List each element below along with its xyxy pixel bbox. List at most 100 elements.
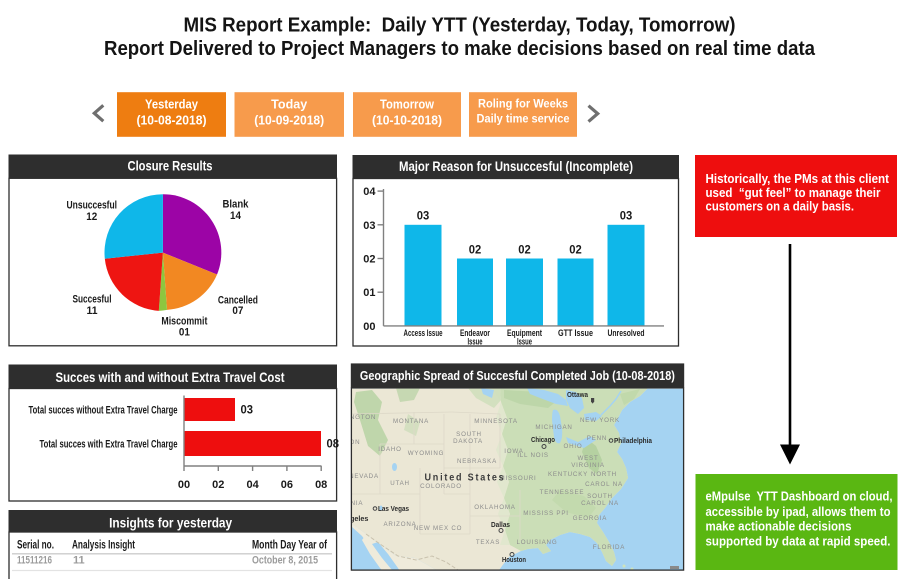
svg-text:02: 02 (518, 242, 531, 256)
svg-text:Succesful: Succesful (73, 294, 112, 306)
svg-text:MIS Report Example: Daily YTT: MIS Report Example: Daily YTT (Yesterday… (184, 15, 736, 37)
svg-text:03: 03 (620, 209, 633, 223)
svg-text:NORTH: NORTH (591, 471, 617, 478)
svg-text:geles: geles (350, 514, 368, 523)
svg-text:Houston: Houston (502, 555, 526, 564)
svg-text:02: 02 (212, 479, 224, 491)
svg-text:NEW MEX CO: NEW MEX CO (414, 525, 463, 532)
svg-text:WYOMING: WYOMING (408, 450, 445, 457)
svg-text:United States: United States (425, 473, 506, 484)
svg-text:08: 08 (327, 437, 340, 451)
svg-text:Tomorrow: Tomorrow (380, 97, 434, 111)
svg-text:MISSOURI: MISSOURI (500, 475, 537, 482)
svg-text:04: 04 (363, 186, 376, 198)
svg-text:00: 00 (363, 321, 375, 333)
svg-text:customers on a daily basis.: customers on a daily basis. (706, 199, 855, 214)
svg-text:11: 11 (87, 305, 98, 317)
svg-text:03: 03 (241, 403, 254, 417)
svg-text:ARIZONA: ARIZONA (383, 521, 416, 528)
svg-text:01: 01 (363, 287, 375, 299)
svg-text:GTT Issue: GTT Issue (558, 328, 593, 339)
svg-text:Total succes without Extra Tra: Total succes without Extra Travel Charge (29, 405, 178, 417)
svg-text:supported by data at rapid spe: supported by data at rapid speed. (706, 534, 891, 549)
svg-text:October 8, 2015: October 8, 2015 (252, 555, 318, 567)
svg-text:eMpulse YTT Dashboard on clou: eMpulse YTT Dashboard on cloud, (706, 489, 893, 504)
svg-text:Endeavor: Endeavor (460, 328, 490, 339)
svg-text:11511216: 11511216 (17, 555, 52, 567)
svg-text:02: 02 (569, 242, 582, 256)
svg-text:Dallas: Dallas (491, 520, 510, 529)
svg-text:Daily time service: Daily time service (477, 114, 570, 126)
svg-text:Las Vegas: Las Vegas (378, 504, 409, 513)
svg-text:02: 02 (363, 254, 375, 266)
svg-text:ILL NOIS: ILL NOIS (517, 452, 549, 459)
svg-text:OKLAHOMA: OKLAHOMA (474, 504, 516, 511)
svg-text:12: 12 (86, 211, 97, 223)
svg-text:Unsuccesful: Unsuccesful (67, 200, 118, 212)
svg-text:TEXAS: TEXAS (476, 539, 500, 546)
svg-text:Succes with and without Extra: Succes with and without Extra Travel Cos… (56, 370, 285, 385)
svg-text:Today: Today (271, 97, 307, 111)
svg-text:OHIO: OHIO (563, 443, 582, 450)
svg-text:04: 04 (246, 479, 259, 491)
svg-text:NGTON: NGTON (350, 414, 376, 421)
svg-text:Month Day Year of: Month Day Year of (252, 540, 327, 552)
svg-text:03: 03 (363, 220, 375, 232)
svg-text:VIRGINIA: VIRGINIA (571, 462, 605, 469)
svg-text:03: 03 (417, 209, 430, 223)
svg-text:MICHIGAN: MICHIGAN (535, 424, 572, 431)
svg-text:(10-08-2018): (10-08-2018) (137, 113, 207, 127)
svg-text:02: 02 (469, 242, 482, 256)
svg-text:MISSISS PPI: MISSISS PPI (523, 510, 569, 517)
svg-text:NEVADA: NEVADA (349, 473, 379, 480)
svg-text:ON: ON (350, 439, 361, 446)
svg-text:(10-10-2018): (10-10-2018) (372, 113, 442, 127)
svg-text:Chicago: Chicago (531, 435, 556, 444)
svg-text:Serial no.: Serial no. (17, 540, 54, 552)
svg-text:SOUTH: SOUTH (587, 493, 613, 500)
svg-text:IOWA: IOWA (504, 448, 524, 455)
svg-text:Insights for yesterday: Insights for yesterday (109, 515, 232, 530)
svg-text:Miscommit: Miscommit (161, 316, 207, 328)
svg-text:TENNESSEE: TENNESSEE (540, 489, 585, 496)
svg-text:Issue: Issue (468, 337, 483, 348)
svg-text:SOUTH: SOUTH (456, 431, 482, 438)
svg-text:Philadelphia: Philadelphia (614, 436, 653, 445)
svg-text:Equipment: Equipment (507, 328, 543, 339)
svg-text:Issue: Issue (517, 337, 532, 348)
svg-text:make actionable decisions: make actionable decisions (706, 519, 852, 534)
svg-text:08: 08 (315, 479, 327, 491)
svg-text:06: 06 (281, 479, 293, 491)
svg-text:PENN: PENN (587, 435, 607, 442)
svg-text:Blank: Blank (223, 199, 250, 211)
svg-text:KENTUCKY: KENTUCKY (548, 471, 588, 478)
svg-text:Geographic Spread of Succesful: Geographic Spread of Succesful Completed… (360, 369, 675, 383)
svg-text:MONTANA: MONTANA (393, 418, 429, 425)
svg-text:Yesterday: Yesterday (145, 97, 198, 111)
svg-text:LOUISIANG: LOUISIANG (517, 539, 558, 546)
svg-text:00: 00 (178, 479, 190, 491)
svg-text:Ottawa: Ottawa (567, 390, 589, 399)
svg-text:Total succes with Extra Travel: Total succes with Extra Travel Charge (40, 439, 178, 451)
svg-text:Roling for Weeks: Roling for Weeks (478, 99, 568, 111)
svg-text:GEORGIA: GEORGIA (573, 515, 608, 522)
svg-text:WEST: WEST (577, 455, 598, 462)
svg-text:Major Reason for Unsuccesful (: Major Reason for Unsuccesful (Incomplete… (399, 159, 633, 174)
svg-text:11: 11 (73, 555, 85, 567)
svg-text:(10-09-2018): (10-09-2018) (254, 113, 324, 127)
svg-text:Historically, the PMs at this: Historically, the PMs at this client (706, 171, 890, 186)
svg-text:Cancelled: Cancelled (218, 295, 258, 307)
svg-text:NIA: NIA (351, 500, 364, 507)
svg-text:IDAHO: IDAHO (378, 446, 402, 453)
svg-text:FLORIDA: FLORIDA (593, 544, 625, 551)
svg-text:Unresolved: Unresolved (608, 328, 645, 339)
svg-text:07: 07 (232, 305, 243, 317)
svg-text:NEBRASKA: NEBRASKA (457, 458, 497, 465)
svg-text:MINNESOTA: MINNESOTA (474, 418, 518, 425)
svg-text:CAROL NA: CAROL NA (581, 500, 619, 507)
svg-text:CAROL NA: CAROL NA (585, 481, 623, 488)
svg-text:01: 01 (179, 327, 190, 339)
svg-text:Report Delivered to Project Ma: Report Delivered to Project Managers to … (104, 38, 816, 60)
svg-text:Analysis Insight: Analysis Insight (72, 540, 135, 552)
svg-text:DAKOTA: DAKOTA (453, 438, 483, 445)
